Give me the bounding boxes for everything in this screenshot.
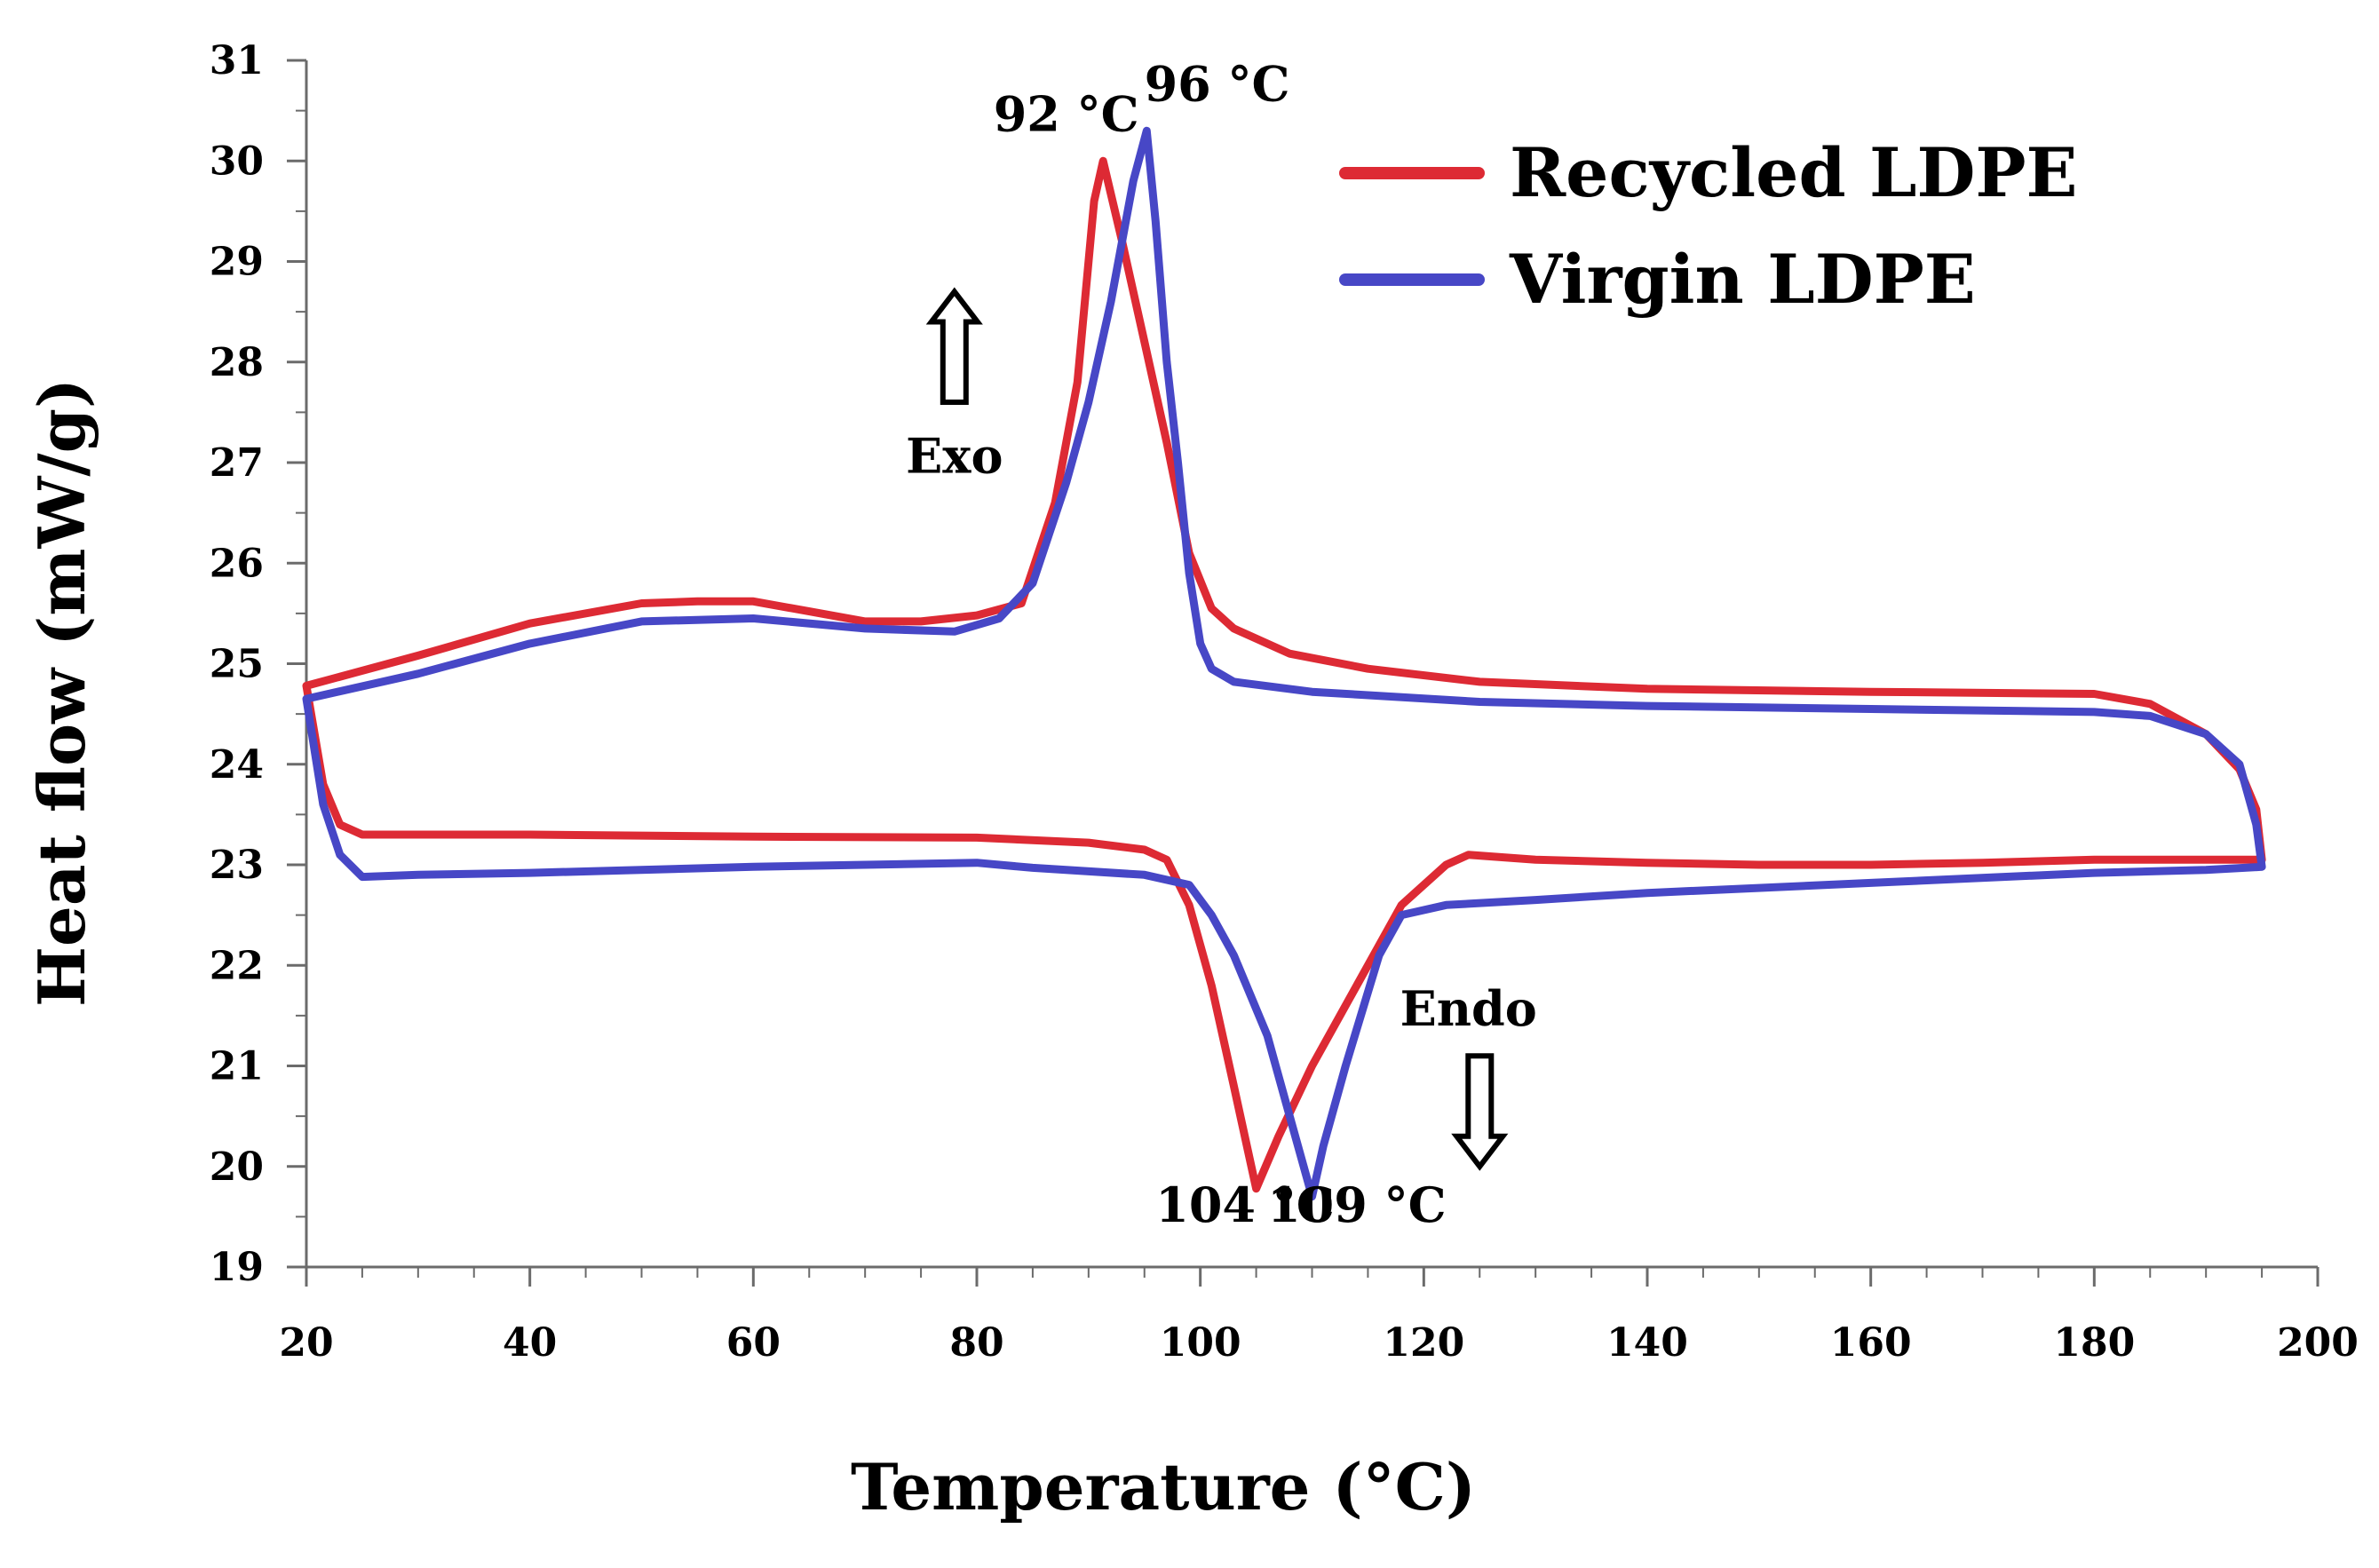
x-tick-label: 140: [1606, 1320, 1688, 1366]
tick-labels: 19 20 21 22 23 24 25 26 27 28 29 30 31 20 40 60 80 100 120…: [210, 38, 2359, 1366]
annotation-label: 104 °C: [1155, 1176, 1335, 1233]
y-tick-label: 19: [210, 1245, 264, 1290]
y-tick-label: 27: [210, 440, 264, 486]
y-tick-label: 23: [210, 843, 264, 888]
series-line-virgin-ldpe: [302, 126, 2266, 1201]
legend-label: Recycled LDPE: [1510, 133, 2077, 212]
annotation-label: 92 °C: [994, 85, 1139, 142]
y-tick-label: 31: [210, 38, 264, 83]
x-tick-label: 160: [1830, 1320, 1912, 1366]
annotation-label: 109 °C: [1267, 1176, 1447, 1233]
axes: [305, 60, 2318, 1269]
x-tick-label: 20: [279, 1320, 333, 1366]
series-group: [302, 126, 2266, 1201]
annotation-label: Endo: [1400, 980, 1537, 1037]
x-tick-label: 40: [503, 1320, 557, 1366]
exo-arrow-icon: [925, 287, 983, 405]
y-tick-label: 20: [210, 1144, 264, 1190]
y-tick-label: 28: [210, 340, 264, 385]
y-tick-label: 21: [210, 1044, 264, 1089]
x-tick-label: 120: [1383, 1320, 1464, 1366]
x-tick-label: 180: [2053, 1320, 2135, 1366]
y-axis-title: Heat flow (mW/g): [24, 378, 99, 1007]
legend: Recycled LDPE Virgin LDPE: [1339, 133, 2077, 319]
y-tick-label: 29: [210, 240, 264, 285]
x-tick-label: 200: [2277, 1320, 2359, 1366]
x-tick-label: 80: [949, 1320, 1003, 1366]
endo-arrow-icon: [1451, 1053, 1509, 1171]
x-tick-label: 60: [726, 1320, 781, 1366]
y-tick-label: 22: [210, 943, 264, 988]
y-tick-label: 26: [210, 541, 264, 586]
x-tick-label: 100: [1160, 1320, 1241, 1366]
annotation-label: Exo: [906, 427, 1003, 484]
tick-marks: [287, 59, 2320, 1287]
y-tick-label: 25: [210, 642, 264, 687]
y-tick-label: 24: [210, 742, 264, 788]
x-axis-title: Temperature (°C): [851, 1449, 1476, 1524]
y-tick-label: 30: [210, 139, 264, 184]
legend-label: Virgin LDPE: [1509, 240, 1976, 319]
annotation-label: 96 °C: [1145, 55, 1290, 112]
